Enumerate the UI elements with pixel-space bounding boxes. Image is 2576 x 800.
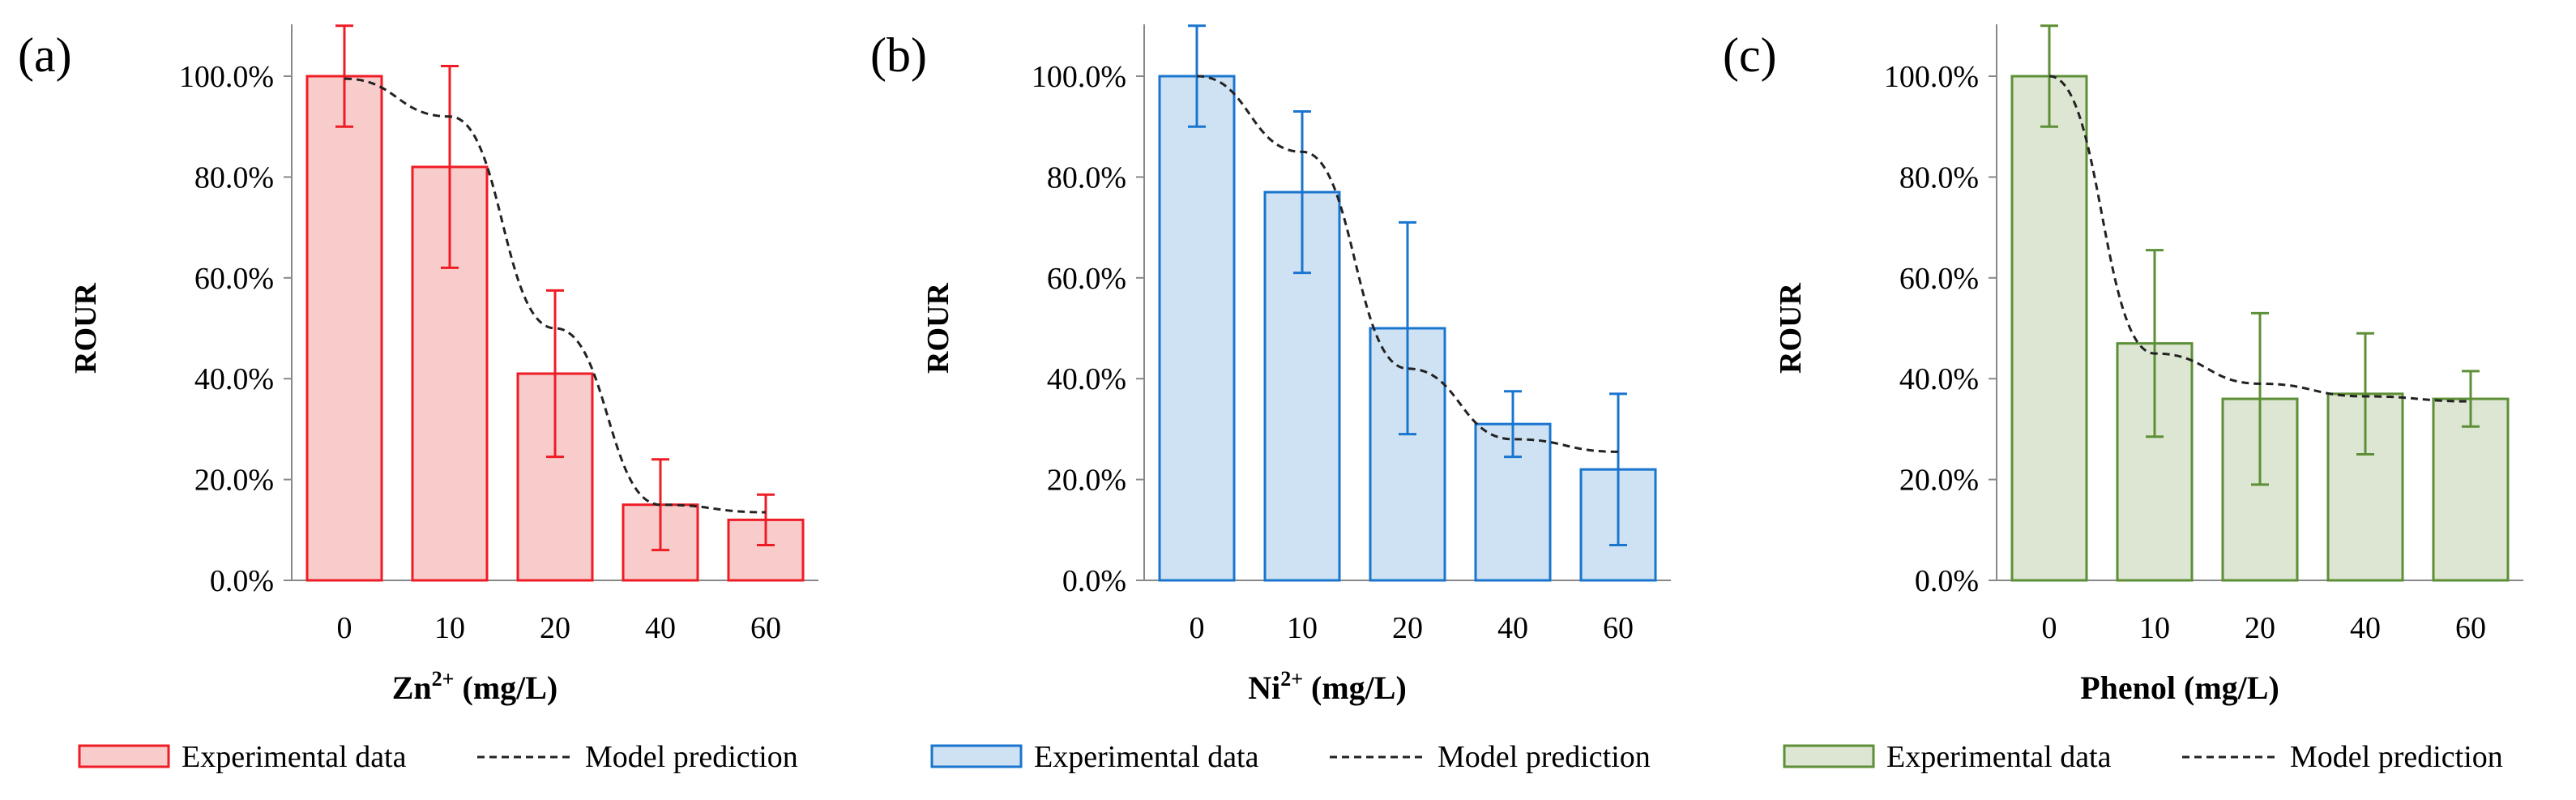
x-tick-label: 40 [645, 611, 676, 645]
panel-label: (c) [1723, 28, 1777, 82]
model-prediction-line [344, 77, 767, 514]
y-axis-title: ROUR [69, 283, 103, 374]
y-tick-label: 100.0% [1032, 60, 1126, 94]
legend-label-experimental: Experimental data [1034, 740, 1259, 774]
x-tick-label: 10 [1287, 611, 1318, 645]
chart-panel-a: (a) ROUR 0.0% 20.0% 40.0% 60.0% 80.0% 100.0% 0 10… [18, 24, 818, 774]
x-axis-title: Phenol (mg/L) [2080, 670, 2279, 706]
bar [1158, 75, 1236, 582]
x-axis-title-main: Zn [392, 670, 432, 706]
x-axis-title-main: Phenol [2080, 670, 2176, 706]
chart-panel-b: (b) ROUR 0.0% 20.0% 40.0% 60.0% 80.0% 100.0% 0 10… [870, 24, 1671, 774]
bar [2432, 397, 2510, 582]
x-axis-title-units: (mg/L) [2176, 670, 2279, 706]
y-axis-title: ROUR [921, 283, 955, 374]
bar [305, 75, 383, 582]
x-tick-label: 40 [2350, 611, 2381, 645]
legend: Experimental data Model prediction [1783, 740, 2503, 774]
x-tick-label: 20 [540, 611, 570, 645]
x-axis-title: Zn2+ (mg/L) [392, 667, 558, 706]
x-tick-label: 20 [1392, 611, 1423, 645]
x-axis-title-main: Ni [1248, 670, 1280, 706]
y-axis-title: ROUR [1774, 283, 1808, 374]
legend-label-model: Model prediction [585, 740, 798, 774]
x-axis-title-units: (mg/L) [455, 670, 558, 706]
y-tick-label: 0.0% [1062, 564, 1126, 598]
y-tick-label: 40.0% [194, 362, 274, 396]
y-tick-label: 100.0% [1884, 60, 1979, 94]
y-tick-label: 0.0% [1915, 564, 1979, 598]
x-tick-label: 60 [750, 611, 781, 645]
panel-label: (b) [870, 28, 927, 82]
x-tick-label: 0 [2042, 611, 2057, 645]
y-tick-label: 80.0% [1899, 160, 1979, 195]
model-prediction-line [1196, 75, 1619, 453]
legend-swatch-experimental [930, 744, 1023, 768]
x-axis-title-superscript: 2+ [432, 667, 455, 691]
y-tick-label: 80.0% [1047, 160, 1126, 195]
x-axis-title: Ni2+ (mg/L) [1248, 667, 1407, 706]
x-tick-label: 40 [1497, 611, 1528, 645]
legend-label-experimental: Experimental data [1886, 740, 2112, 774]
y-tick-label: 80.0% [194, 160, 274, 195]
legend-label-experimental: Experimental data [182, 740, 407, 774]
y-tick-label: 0.0% [210, 564, 274, 598]
x-axis-title-superscript: 2+ [1280, 667, 1303, 691]
x-tick-label: 10 [2139, 611, 2170, 645]
bar [2010, 75, 2088, 582]
legend: Experimental data Model prediction [930, 740, 1651, 774]
y-tick-label: 40.0% [1047, 362, 1126, 396]
y-tick-label: 60.0% [1047, 262, 1126, 296]
legend-label-model: Model prediction [2290, 740, 2503, 774]
legend-label-model: Model prediction [1438, 740, 1651, 774]
x-tick-label: 60 [1603, 611, 1634, 645]
y-tick-label: 20.0% [1899, 464, 1979, 498]
legend-swatch-experimental [1783, 744, 1875, 768]
x-axis-title-units: (mg/L) [1303, 670, 1407, 706]
panel-label: (a) [18, 28, 72, 82]
legend: Experimental data Model prediction [78, 740, 798, 774]
x-tick-label: 60 [2455, 611, 2486, 645]
y-tick-label: 40.0% [1899, 362, 1979, 396]
chart-panel-c: (c) ROUR 0.0% 20.0% 40.0% 60.0% 80.0% 100.0% 0 10… [1723, 24, 2523, 774]
model-prediction-line [2048, 75, 2471, 403]
x-tick-label: 0 [1190, 611, 1205, 645]
legend-swatch-experimental [78, 744, 170, 768]
x-tick-label: 20 [2245, 611, 2275, 645]
y-tick-label: 60.0% [1899, 262, 1979, 296]
x-tick-label: 10 [434, 611, 465, 645]
y-tick-label: 20.0% [194, 464, 274, 498]
y-tick-label: 20.0% [1047, 464, 1126, 498]
bar [727, 518, 805, 582]
y-tick-label: 60.0% [194, 262, 274, 296]
x-tick-label: 0 [337, 611, 352, 645]
y-tick-label: 100.0% [179, 60, 274, 94]
